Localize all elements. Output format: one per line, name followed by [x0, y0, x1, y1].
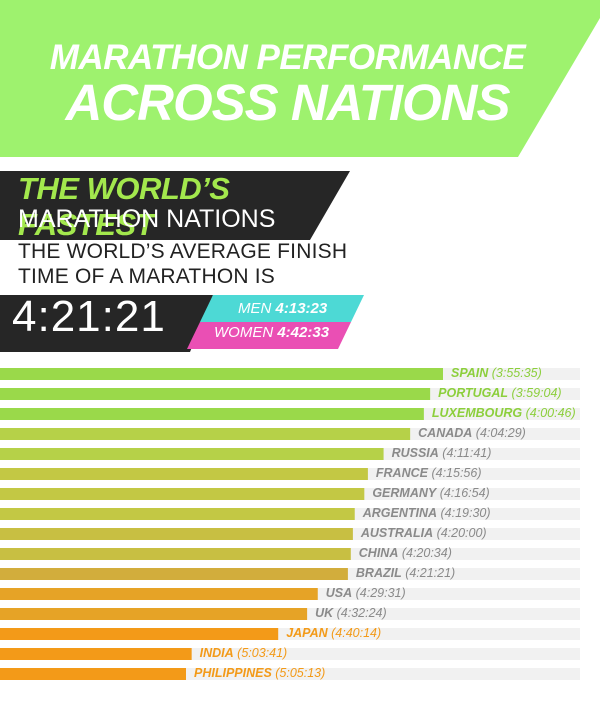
- country-name: INDIA: [199, 646, 234, 660]
- bar-usa: [0, 588, 318, 600]
- country-name: LUXEMBOURG: [431, 406, 523, 420]
- country-time: (4:04:29): [472, 426, 526, 440]
- title-line-1: MARATHON PERFORMANCE: [49, 38, 526, 77]
- bar-label-usa: USA (4:29:31): [326, 586, 406, 600]
- bar-brazil: [0, 568, 348, 580]
- country-name: AUSTRALIA: [360, 526, 434, 540]
- bar-label-portugal: PORTUGAL (3:59:04): [438, 386, 561, 400]
- country-time: (4:15:56): [427, 466, 482, 480]
- women-label: WOMEN: [214, 324, 274, 341]
- average-text-line-2: TIME OF A MARATHON IS: [18, 265, 275, 288]
- country-time: (3:55:35): [488, 366, 542, 380]
- bar-portugal: [0, 388, 431, 400]
- bar-russia: [0, 448, 384, 460]
- headline-main: MARATHON NATIONS: [18, 205, 276, 233]
- country-time: (4:32:24): [333, 606, 387, 620]
- women-time-box: [187, 322, 351, 349]
- country-name: PHILIPPINES: [194, 666, 272, 680]
- country-name: USA: [325, 586, 353, 600]
- bar-spain: [0, 368, 443, 380]
- fastest-headline-box: [0, 171, 350, 240]
- women-average: WOMEN 4:42:33: [214, 324, 329, 341]
- men-time: 4:13:23: [275, 300, 328, 317]
- country-name: CHINA: [358, 546, 399, 560]
- title-line-2: ACROSS NATIONS: [65, 74, 510, 131]
- bar-label-luxembourg: LUXEMBOURG (4:00:46): [432, 406, 576, 420]
- bar-china: [0, 548, 351, 560]
- country-name: PORTUGAL: [438, 386, 509, 400]
- country-name: SPAIN: [451, 366, 489, 380]
- country-time: (3:59:04): [508, 386, 562, 400]
- title-banner: MARATHON PERFORMANCE ACROSS NATIONS: [0, 0, 600, 157]
- bar-japan: [0, 628, 279, 640]
- women-time: 4:42:33: [277, 324, 330, 341]
- country-time: (5:03:41): [233, 646, 288, 660]
- bar-label-india: INDIA (5:03:41): [200, 646, 288, 660]
- bar-philippines: [0, 668, 186, 680]
- men-average: MEN 4:13:23: [238, 300, 327, 317]
- bar-india: [0, 648, 192, 660]
- country-time: (4:19:30): [437, 506, 491, 520]
- country-time: (4:11:41): [438, 446, 492, 460]
- men-label: MEN: [238, 300, 272, 317]
- country-name: UK: [315, 606, 334, 620]
- banner-background: [0, 0, 600, 157]
- country-name: GERMANY: [372, 486, 437, 500]
- average-text-line-1: THE WORLD’S AVERAGE FINISH: [18, 240, 348, 263]
- country-time: (4:29:31): [352, 586, 406, 600]
- headline-accent: THE WORLD’S FASTEST: [18, 171, 230, 242]
- country-time: (4:21:21): [401, 566, 456, 580]
- bar-label-philippines: PHILIPPINES (5:05:13): [194, 666, 325, 680]
- bar-label-russia: RUSSIA (4:11:41): [392, 446, 492, 460]
- bar-germany: [0, 488, 365, 500]
- bar-france: [0, 468, 368, 480]
- country-name: RUSSIA: [391, 446, 439, 460]
- bar-label-argentina: ARGENTINA (4:19:30): [363, 506, 491, 520]
- bar-uk: [0, 608, 308, 620]
- bar-luxembourg: [0, 408, 424, 420]
- bar-label-france: FRANCE (4:15:56): [376, 466, 482, 480]
- country-time: (4:16:54): [436, 486, 490, 500]
- bar-australia: [0, 528, 353, 540]
- country-name: ARGENTINA: [362, 506, 438, 520]
- bar-argentina: [0, 508, 355, 520]
- bar-label-japan: JAPAN (4:40:14): [286, 626, 381, 640]
- bar-label-canada: CANADA (4:04:29): [418, 426, 526, 440]
- men-time-box: [200, 295, 364, 322]
- country-time: (4:20:34): [398, 546, 452, 560]
- average-time: 4:21:21: [12, 292, 166, 341]
- country-time: (4:20:00): [433, 526, 487, 540]
- bar-label-spain: SPAIN (3:55:35): [451, 366, 542, 380]
- bar-canada: [0, 428, 411, 440]
- bar-label-germany: GERMANY (4:16:54): [372, 486, 489, 500]
- country-time: (5:05:13): [271, 666, 326, 680]
- bar-label-china: CHINA (4:20:34): [359, 546, 452, 560]
- bar-label-brazil: BRAZIL (4:21:21): [356, 566, 455, 580]
- country-name: BRAZIL: [355, 566, 402, 580]
- country-name: CANADA: [418, 426, 473, 440]
- country-time: (4:00:46): [522, 406, 576, 420]
- avg-time-box: [0, 295, 213, 352]
- country-name: JAPAN: [286, 626, 328, 640]
- bar-label-australia: AUSTRALIA (4:20:00): [361, 526, 487, 540]
- bar-label-uk: UK (4:32:24): [315, 606, 387, 620]
- country-name: FRANCE: [375, 466, 428, 480]
- country-time: (4:40:14): [327, 626, 382, 640]
